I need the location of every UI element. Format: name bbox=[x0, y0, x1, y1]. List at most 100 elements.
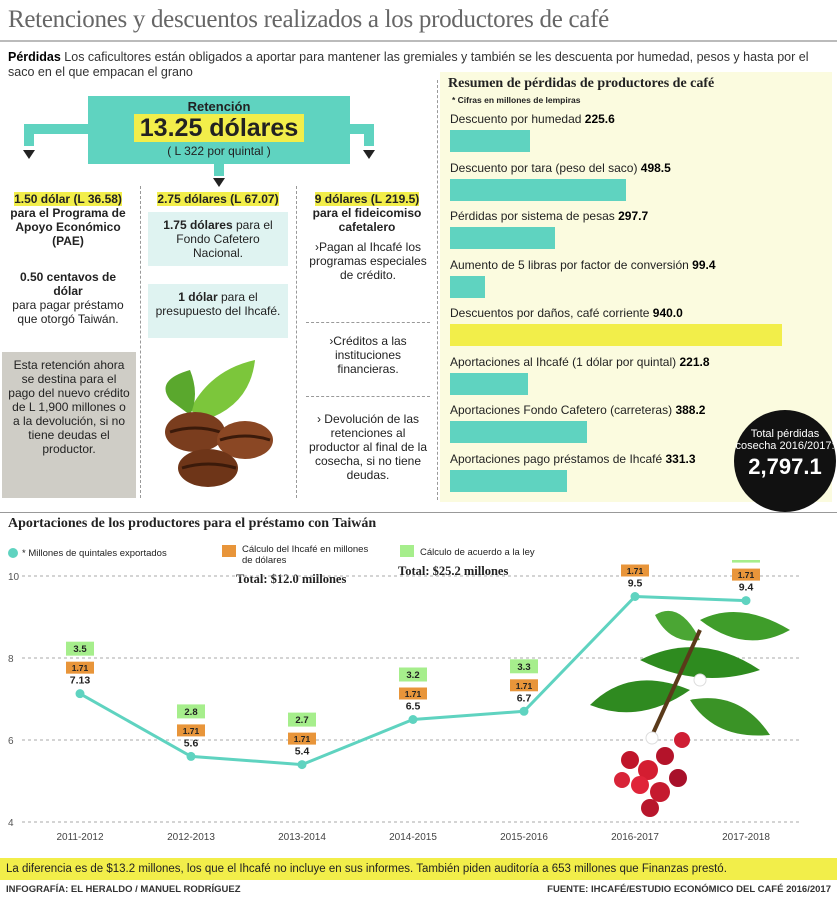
section-divider bbox=[0, 512, 837, 513]
summary-item-text: Aportaciones al Ihcafé (1 dólar por quin… bbox=[450, 354, 680, 369]
col3-item-2: ›Créditos a las instituciones financiera… bbox=[329, 334, 407, 376]
data-point bbox=[630, 592, 640, 601]
summary-bar bbox=[450, 469, 567, 492]
leaf-icon bbox=[700, 612, 790, 641]
data-label-exports: 9.4 bbox=[739, 582, 754, 594]
panel-divider bbox=[437, 80, 438, 500]
data-label-exports: 5.6 bbox=[184, 737, 199, 749]
badge-ihcafe bbox=[510, 679, 538, 692]
total-losses-badge: Total pérdidas cosecha 2016/2017: 2,797.… bbox=[734, 410, 836, 512]
summary-item-text: Aportaciones Fondo Cafetero (carreteras) bbox=[450, 403, 676, 417]
x-tick-label: 2016-2017 bbox=[611, 832, 659, 843]
bracket-left-drop bbox=[24, 124, 34, 146]
intro-lead: Pérdidas bbox=[8, 50, 61, 64]
data-label-ihcafe: 1.71 bbox=[516, 681, 533, 691]
retention-label: Retención bbox=[187, 99, 251, 114]
legend-swatch-ley bbox=[400, 545, 414, 557]
title-divider bbox=[0, 40, 837, 42]
badge-ley bbox=[288, 712, 316, 727]
page-title: Retenciones y descuentos realizados a lo… bbox=[8, 6, 609, 33]
flower-icon bbox=[645, 731, 659, 745]
legend-series1-text: Millones de quintales exportados bbox=[28, 548, 167, 559]
x-tick-label: 2015-2016 bbox=[500, 832, 548, 843]
x-tick-label: 2017-2018 bbox=[722, 832, 770, 843]
data-label-ihcafe: 1.71 bbox=[72, 663, 89, 673]
coffee-plant-illustration bbox=[590, 610, 790, 817]
y-tick-label: 10 bbox=[8, 572, 20, 583]
bracket-right-drop bbox=[364, 124, 374, 146]
summary-bar bbox=[450, 372, 528, 395]
coffee-cherry-icon bbox=[650, 782, 670, 802]
coffee-cherry-icon bbox=[669, 769, 687, 787]
col3-heading-amount: 9 dólares (L 219.5) bbox=[314, 192, 420, 206]
col3-heading: 9 dólares (L 219.5) para el fideicomiso … bbox=[300, 192, 434, 234]
intro-text: Los caficultores están obligados a aport… bbox=[8, 50, 809, 79]
badge-ihcafe bbox=[66, 661, 94, 674]
summary-item-value: 297.7 bbox=[618, 209, 649, 223]
badge-ley bbox=[66, 641, 94, 656]
col3-item-1: ›Pagan al Ihcafé los programas especiale… bbox=[309, 240, 427, 282]
intro-paragraph: Pérdidas Los caficultores están obligado… bbox=[8, 50, 828, 80]
bean-crease bbox=[219, 434, 271, 442]
summary-bar bbox=[450, 178, 626, 201]
data-label-ihcafe: 1.71 bbox=[738, 570, 755, 580]
summary-item-text: Descuento por tara (peso del saco) bbox=[450, 160, 641, 175]
data-label-ley: 4.7 bbox=[739, 560, 752, 562]
legend-series3: Cálculo de acuerdo a la ley bbox=[420, 547, 535, 558]
col2-box2-bold: 1 dólar bbox=[178, 290, 218, 304]
coffee-cherry-icon bbox=[614, 772, 630, 788]
summary-item-text: Aumento de 5 libras por factor de conver… bbox=[450, 257, 693, 272]
badge-ihcafe bbox=[621, 564, 649, 577]
col3-heading-text: para el fideicomiso cafetalero bbox=[312, 206, 422, 234]
total-losses-value: 2,797.1 bbox=[748, 454, 822, 479]
summary-item-value: 498.5 bbox=[640, 160, 671, 175]
y-tick-label: 6 bbox=[8, 736, 14, 747]
summary-item-value: 940.0 bbox=[652, 306, 683, 320]
y-tick-label: 4 bbox=[8, 818, 14, 829]
summary-item-value: 225.6 bbox=[584, 112, 615, 126]
leaf-icon bbox=[690, 698, 770, 736]
column-divider bbox=[140, 186, 141, 498]
badge-ihcafe bbox=[399, 687, 427, 700]
badge-ley bbox=[399, 667, 427, 682]
coffee-cherry-icon bbox=[638, 760, 658, 780]
data-label-ihcafe: 1.71 bbox=[294, 734, 311, 744]
x-tick-label: 2011-2012 bbox=[56, 832, 104, 843]
summary-item-label: Aportaciones al Ihcafé (1 dólar por quin… bbox=[450, 355, 710, 369]
plant-stem bbox=[648, 629, 702, 741]
flower-icon bbox=[693, 673, 707, 687]
summary-item-value: 388.2 bbox=[675, 403, 706, 417]
arrow-down-icon bbox=[213, 178, 225, 187]
footer-note: La diferencia es de $13.2 millones, los … bbox=[0, 858, 837, 880]
col3-item-3: › Devolución de las retenciones al produ… bbox=[308, 412, 428, 482]
data-point bbox=[741, 596, 751, 606]
retention-sub: ( L 322 por quintal ) bbox=[167, 144, 271, 158]
summary-item-text: Pérdidas por sistema de pesas bbox=[450, 209, 619, 223]
bean-crease bbox=[181, 462, 237, 470]
col2-box-ihcafe: 1 dólar para el presupuesto del Ihcafé. bbox=[148, 284, 288, 338]
item-divider bbox=[306, 322, 430, 323]
coffee-cherry-icon bbox=[641, 799, 659, 817]
summary-bar bbox=[450, 421, 587, 443]
data-point bbox=[297, 760, 307, 770]
x-tick-label: 2012-2013 bbox=[167, 832, 215, 843]
badge-ihcafe bbox=[288, 732, 316, 745]
coffee-beans-illustration bbox=[165, 360, 273, 487]
data-label-exports: 5.4 bbox=[295, 746, 310, 758]
summary-bar bbox=[450, 227, 555, 249]
summary-item-label: Aportaciones pago préstamos de Ihcafé 33… bbox=[450, 452, 696, 466]
retention-amount: 13.25 dólares bbox=[133, 114, 305, 142]
coffee-bean-icon bbox=[217, 421, 273, 459]
arrow-down-icon bbox=[23, 150, 35, 159]
col1-sub-text: para pagar préstamo que otorgó Taiwán. bbox=[12, 298, 124, 326]
data-point bbox=[75, 689, 85, 699]
summary-note: * Cifras en millones de lempiras bbox=[452, 95, 581, 105]
col1-sub-bold: 0.50 centavos de dólar bbox=[19, 270, 117, 298]
badge-ihcafe bbox=[177, 724, 205, 737]
coffee-cherry-icon bbox=[631, 776, 649, 794]
col1-sub: 0.50 centavos de dólar para pagar présta… bbox=[8, 270, 128, 326]
summary-bar bbox=[450, 324, 782, 346]
data-label-exports: 7.13 bbox=[70, 675, 91, 687]
legend-series2: Cálculo del Ihcafé en millones de dólare… bbox=[242, 544, 369, 566]
item-divider bbox=[306, 396, 430, 397]
